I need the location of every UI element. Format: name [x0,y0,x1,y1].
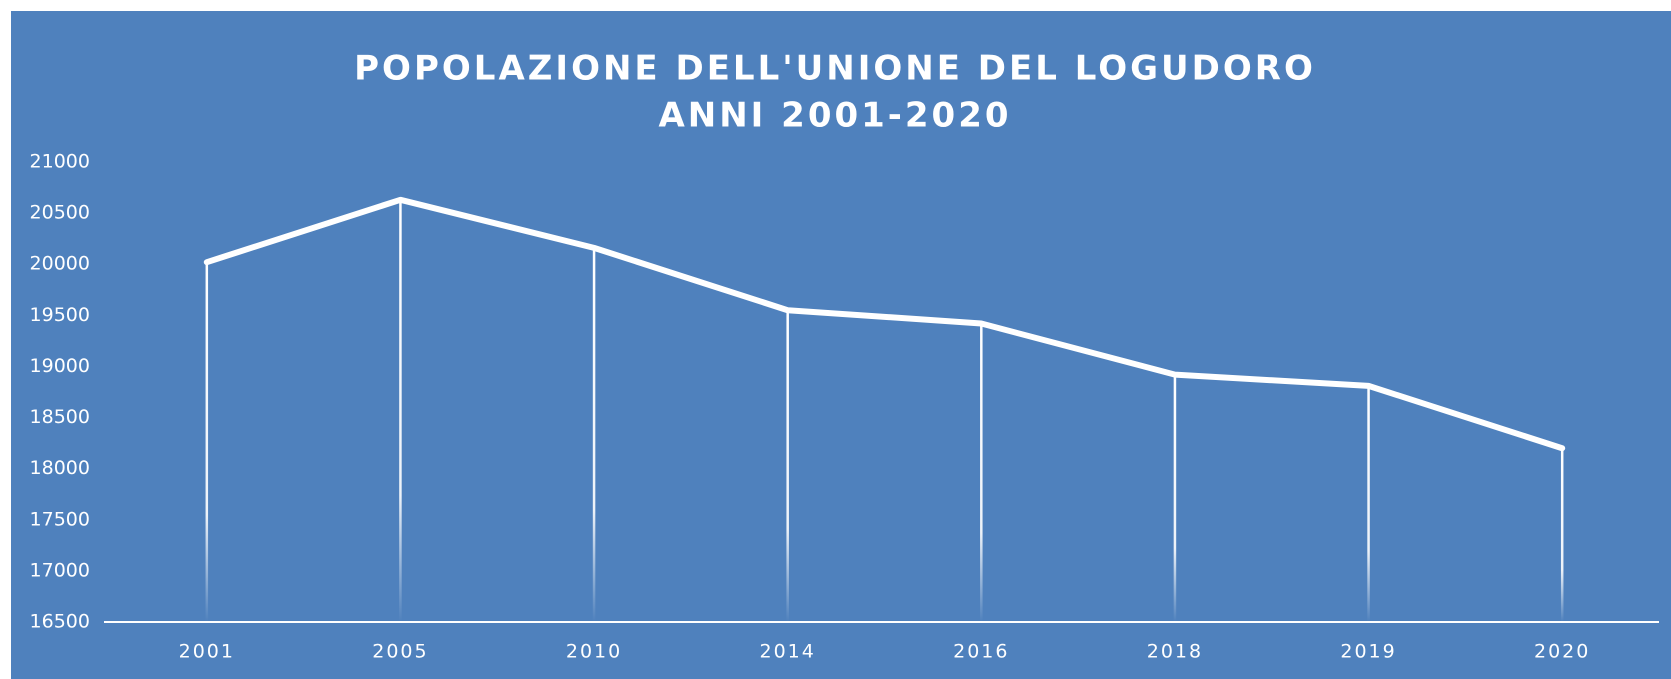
y-tick-label: 19000 [30,355,90,377]
y-tick-label: 21000 [30,151,90,173]
drop-line [1367,385,1370,622]
data-line [203,196,1566,452]
chart-background [11,11,1671,679]
drop-line [1560,448,1564,622]
drop-line [980,323,983,622]
x-tick-label: 2016 [953,641,1009,663]
x-tick-label: 2005 [372,641,428,663]
x-tick-label: 2018 [1147,641,1203,663]
x-tick-label: 2001 [179,641,235,663]
y-tick-label: 19500 [30,304,90,326]
y-tick-label: 17500 [30,508,90,530]
x-tick-label: 2020 [1534,641,1590,663]
y-tick-label: 20500 [30,202,90,224]
drop-line [786,310,789,622]
chart-subtitle: ANNI 2001-2020 [658,96,1011,136]
x-tick-label: 2010 [566,641,622,663]
drop-line [205,262,209,622]
drop-line [592,247,596,622]
drop-line [399,199,402,623]
x-tick-label: 2019 [1340,641,1396,663]
y-tick-label: 20000 [30,253,90,275]
y-tick-label: 18000 [30,457,90,479]
drop-line [1173,374,1177,622]
y-tick-label: 17000 [30,559,90,581]
x-tick-label: 2014 [760,641,816,663]
y-tick-label: 18500 [30,406,90,428]
y-tick-label: 16500 [30,611,90,633]
chart-title: POPOLAZIONE DELL'UNIONE DEL LOGUDORO [354,49,1316,89]
